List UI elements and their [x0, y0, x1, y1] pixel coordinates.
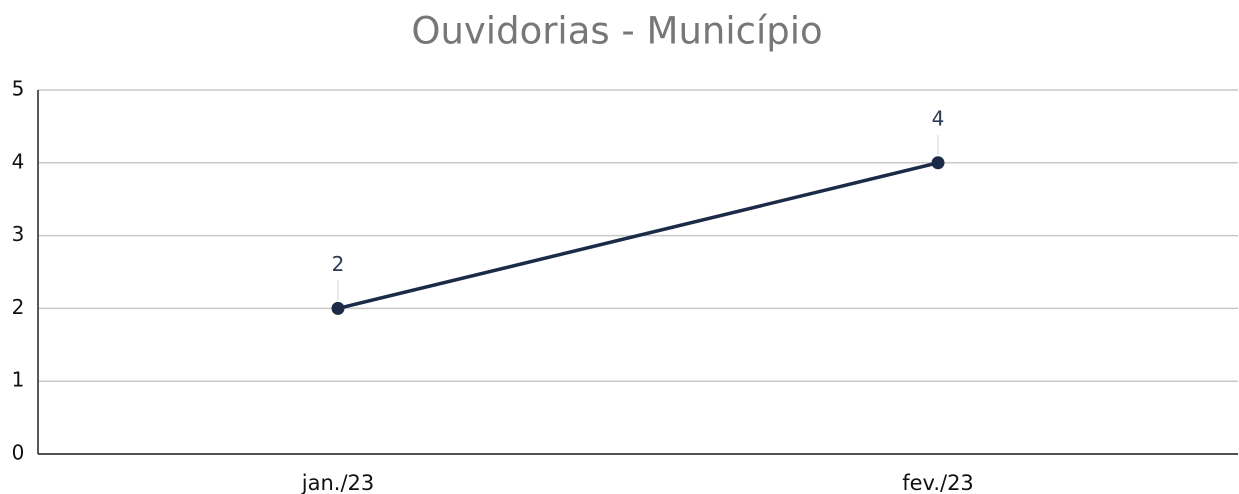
y-tick-label: 1 [12, 368, 25, 392]
chart-title: Ouvidorias - Município [411, 10, 822, 53]
data-label: 4 [932, 106, 945, 130]
x-tick-label: jan./23 [301, 471, 375, 494]
x-tick-label: fev./23 [902, 471, 974, 494]
y-tick-label: 2 [12, 295, 25, 319]
y-tick-label: 4 [12, 149, 25, 173]
y-tick-label: 5 [12, 77, 25, 101]
point [931, 156, 945, 170]
line-series [337, 161, 939, 311]
y-tick-label: 0 [12, 441, 25, 465]
data-label: 2 [332, 252, 345, 276]
point [331, 301, 345, 315]
y-tick-label: 3 [12, 222, 25, 246]
